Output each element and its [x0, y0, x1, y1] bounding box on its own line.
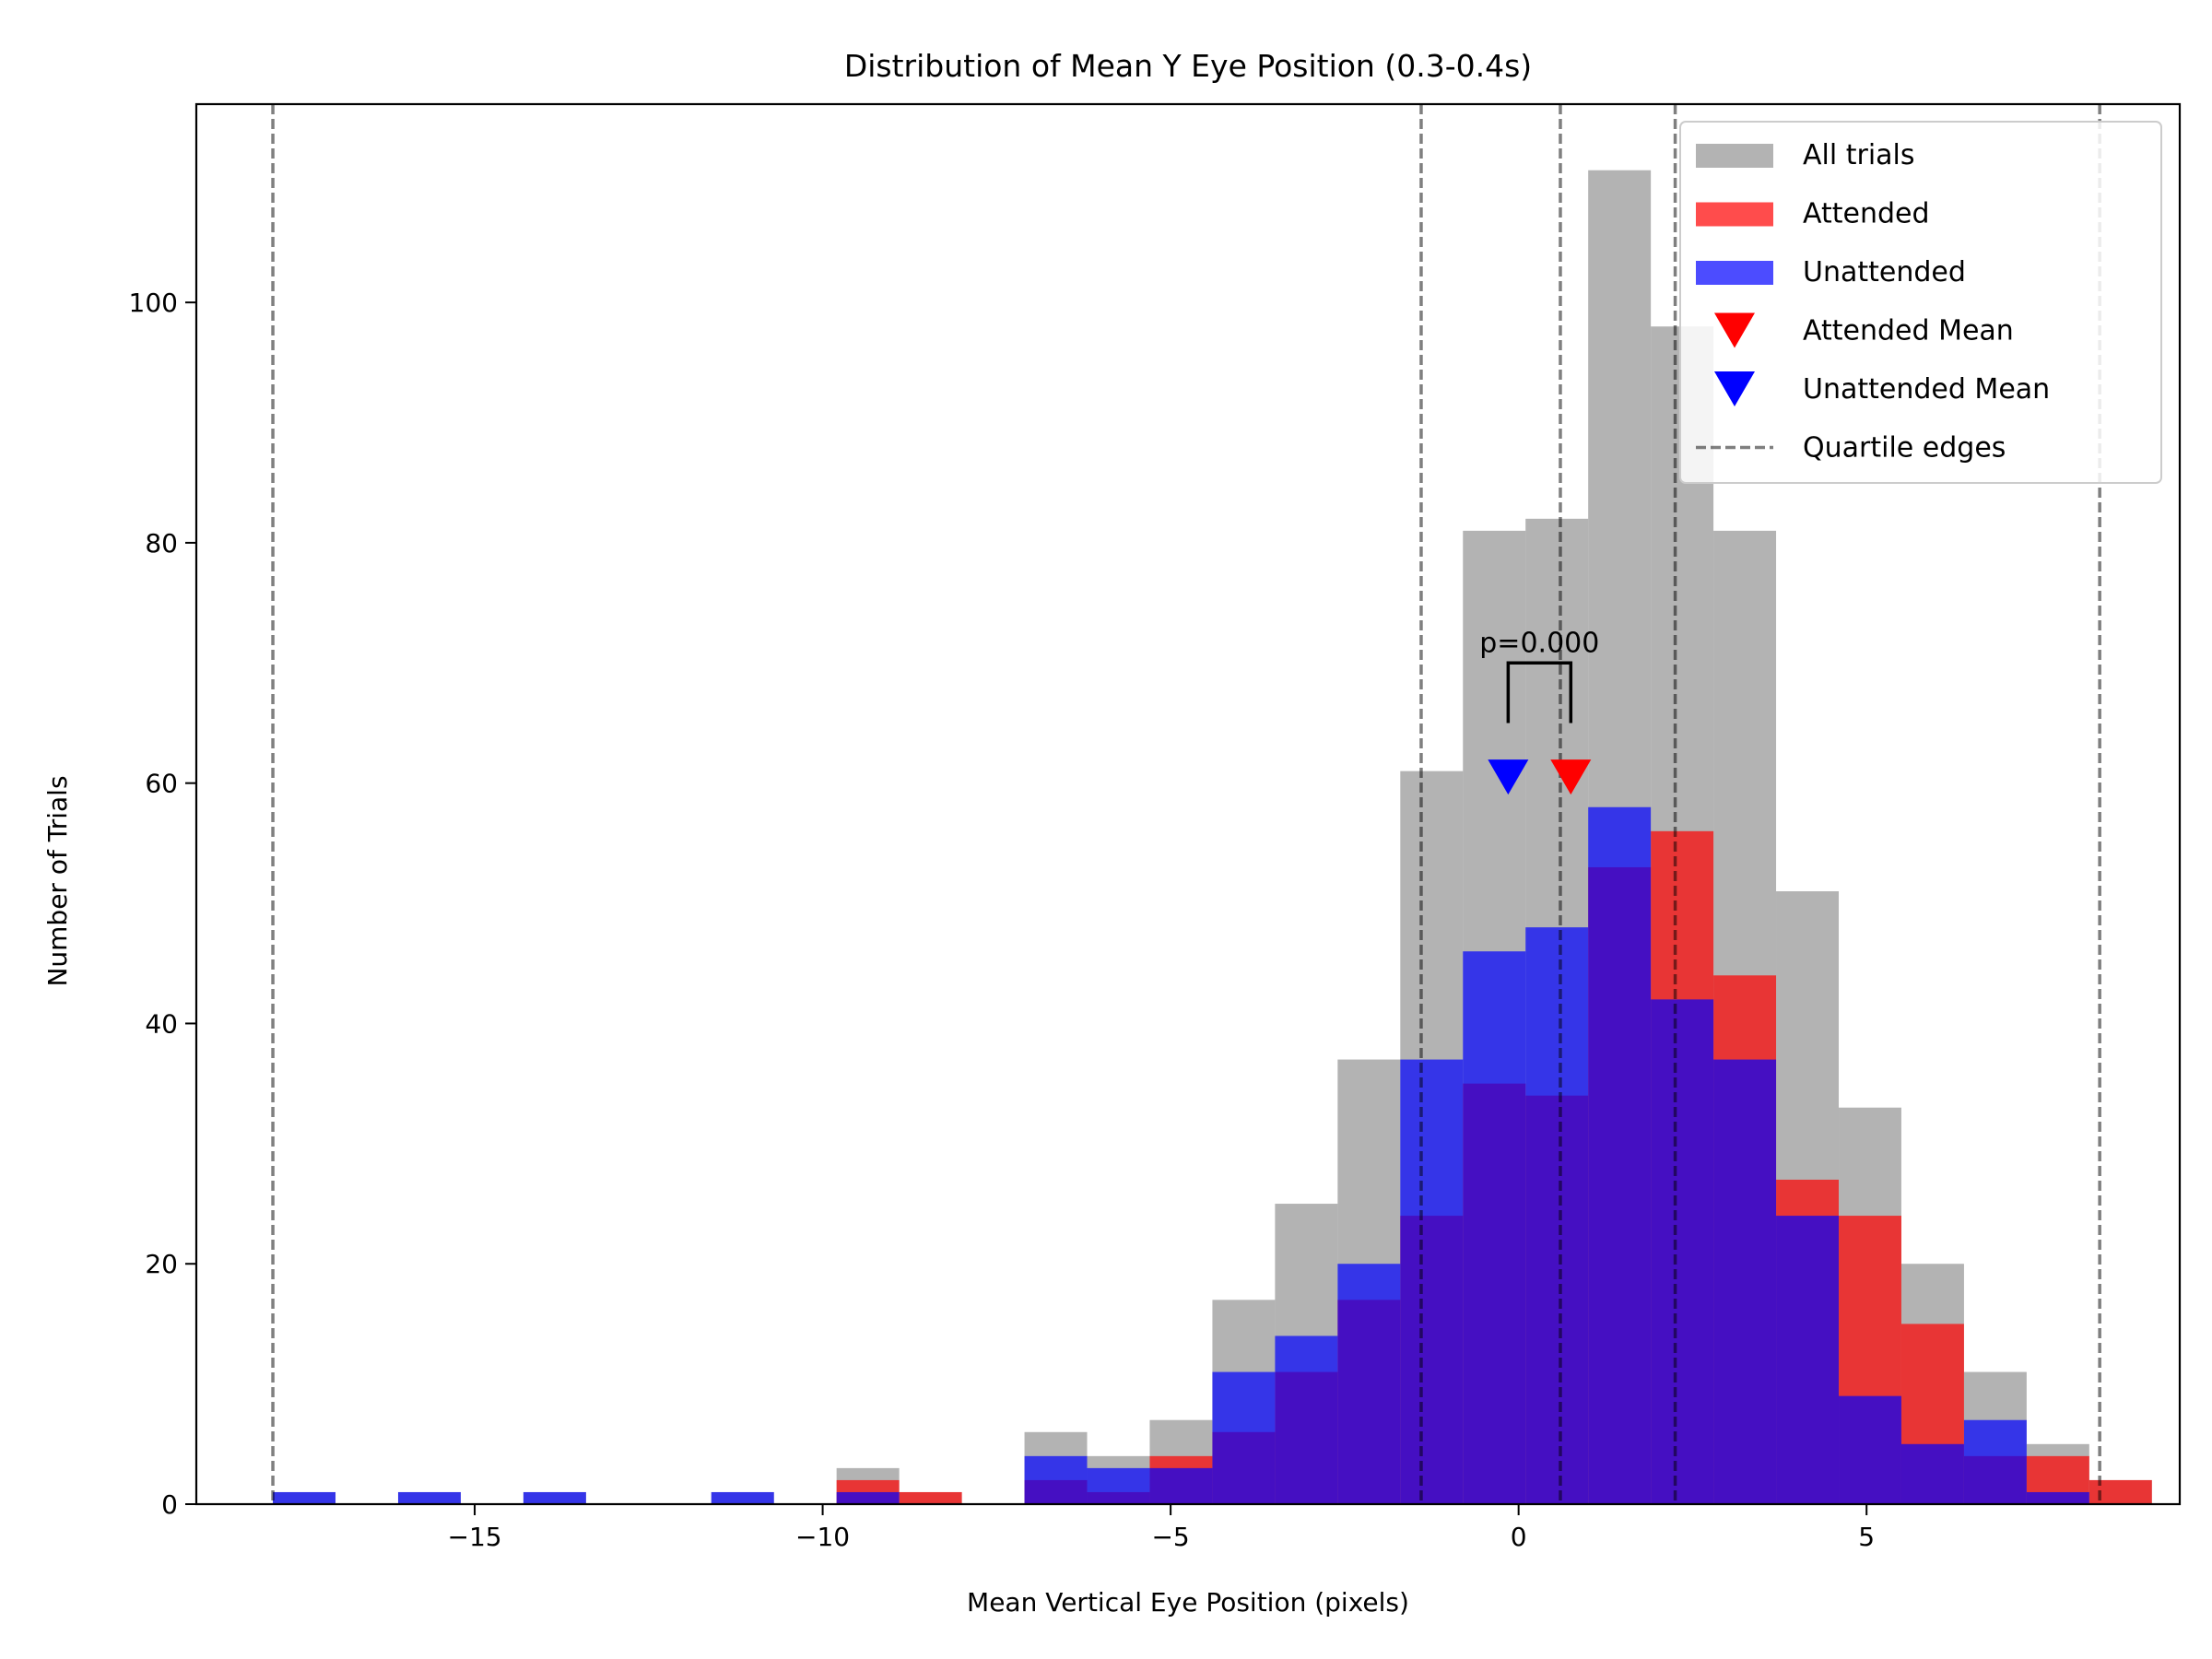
histogram-bar — [397, 1491, 461, 1504]
significance-label: p=0.000 — [1479, 627, 1599, 659]
histogram-bar — [1651, 999, 1714, 1504]
legend-label: Unattended Mean — [1803, 373, 2050, 406]
histogram-bar — [1463, 951, 1526, 1504]
legend: All trials Attended Unattended Attended Mea… — [1679, 121, 2162, 484]
histogram-bar — [1713, 1059, 1777, 1504]
plot-area: p=0.000 — [271, 104, 2152, 1505]
histogram-bar — [2026, 1491, 2089, 1504]
y-tick-label: 0 — [161, 1489, 178, 1520]
legend-label: Attended Mean — [1803, 315, 2014, 347]
axes-frame — [194, 102, 2182, 1506]
histogram-bar — [899, 1491, 962, 1504]
legend-label: All trials — [1803, 139, 1915, 171]
histogram-bar — [1275, 1335, 1338, 1504]
y-tick-label: 100 — [129, 288, 178, 318]
x-tick-label: 5 — [1858, 1522, 1875, 1552]
legend-label: Unattended — [1803, 256, 1966, 288]
histogram-bar — [836, 1491, 900, 1504]
legend-entry: All trials — [1696, 139, 1915, 171]
legend-entry: Quartile edges — [1696, 432, 2006, 465]
histogram-bar — [1963, 1419, 2027, 1504]
x-axis-label: Mean Vertical Eye Position (pixels) — [967, 1587, 1409, 1618]
legend-label: Attended — [1803, 198, 1930, 230]
mean-marker-attended-mean — [1550, 759, 1592, 795]
legend-entry: Attended Mean — [1714, 312, 2014, 348]
x-tick-label: 0 — [1511, 1522, 1527, 1552]
histogram-bar — [273, 1491, 336, 1504]
histogram-bar — [1400, 1059, 1464, 1504]
legend-swatch — [1696, 261, 1773, 285]
histogram-bar — [1087, 1467, 1150, 1504]
histogram-bar — [523, 1491, 586, 1504]
x-tick-label: −5 — [1151, 1522, 1189, 1552]
histogram-bar — [1525, 927, 1589, 1504]
y-axis-label: Number of Trials — [42, 775, 73, 986]
y-tick-label: 20 — [145, 1249, 178, 1279]
histogram-bar — [1024, 1455, 1088, 1504]
legend-box — [1679, 121, 2162, 484]
y-tick-label: 60 — [145, 769, 178, 799]
histogram-bar — [1900, 1443, 1964, 1504]
x-tick-label: −10 — [795, 1522, 850, 1552]
histogram-bar — [1337, 1264, 1401, 1504]
y-tick-label: 40 — [145, 1008, 178, 1039]
legend-swatch — [1696, 202, 1773, 227]
series-unattended — [273, 806, 2089, 1504]
histogram-bar — [1839, 1395, 1901, 1504]
legend-entry: Attended — [1696, 198, 1930, 230]
legend-entry: Unattended — [1696, 256, 1966, 288]
legend-marker — [1714, 312, 1755, 348]
histogram-bar — [1212, 1371, 1276, 1504]
legend-swatch — [1696, 144, 1773, 168]
x-tick-label: −15 — [447, 1522, 501, 1552]
histogram-bar — [1588, 806, 1652, 1504]
y-tick-label: 80 — [145, 528, 178, 559]
significance-bracket — [1506, 661, 1573, 724]
chart-title: Distribution of Mean Y Eye Position (0.3… — [844, 48, 1532, 84]
legend-entry: Unattended Mean — [1714, 371, 2050, 406]
mean-marker-unattended-mean — [1488, 759, 1529, 795]
legend-label: Quartile edges — [1803, 432, 2006, 465]
histogram-bar — [1149, 1467, 1213, 1504]
histogram-bar — [711, 1491, 774, 1504]
axes: −15 −10 −5 0 5 0 20 40 60 80 100 — [129, 102, 2182, 1552]
legend-marker — [1714, 371, 1755, 406]
quartile-edges — [271, 104, 2101, 1504]
histogram-bar — [1776, 1216, 1840, 1504]
